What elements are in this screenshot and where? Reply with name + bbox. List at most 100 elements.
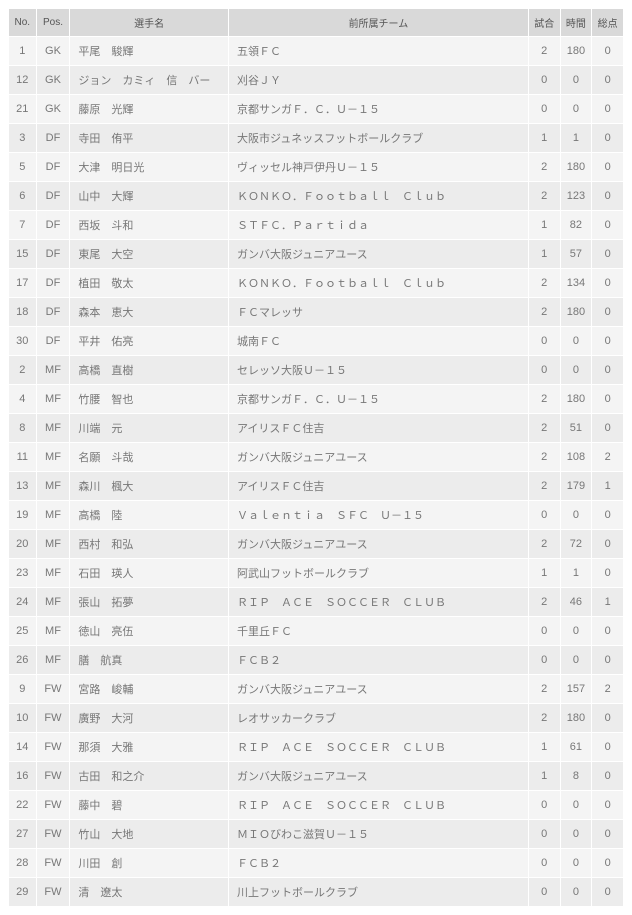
- cell-g: 0: [529, 501, 560, 529]
- cell-g: 2: [529, 443, 560, 471]
- cell-g: 1: [529, 211, 560, 239]
- cell-pos: DF: [37, 298, 70, 326]
- cell-no: 18: [9, 298, 36, 326]
- cell-no: 17: [9, 269, 36, 297]
- table-row: 20MF西村 和弘ガンバ大阪ジュニアユース2720: [9, 530, 623, 558]
- cell-min: 0: [561, 820, 592, 848]
- cell-no: 11: [9, 443, 36, 471]
- cell-g: 0: [529, 878, 560, 906]
- cell-pts: 0: [592, 385, 623, 413]
- cell-g: 2: [529, 675, 560, 703]
- cell-pos: MF: [37, 385, 70, 413]
- table-row: 9FW宮路 峻輔ガンバ大阪ジュニアユース21572: [9, 675, 623, 703]
- cell-min: 0: [561, 95, 592, 123]
- cell-no: 19: [9, 501, 36, 529]
- cell-min: 0: [561, 878, 592, 906]
- cell-pts: 0: [592, 414, 623, 442]
- cell-no: 8: [9, 414, 36, 442]
- cell-team: レオサッカークラブ: [229, 704, 528, 732]
- player-table: No. Pos. 選手名 前所属チーム 試合 時間 総点 1GK平尾 駿輝五領Ｆ…: [8, 8, 624, 907]
- cell-team: ＲＩＰ ＡＣＥ ＳＯＣＣＥＲ ＣＬＵＢ: [229, 733, 528, 761]
- cell-pos: MF: [37, 414, 70, 442]
- table-row: 26MF膳 航真ＦＣＢ２000: [9, 646, 623, 674]
- cell-name: 竹腰 智也: [70, 385, 228, 413]
- cell-g: 2: [529, 588, 560, 616]
- cell-min: 0: [561, 617, 592, 645]
- col-no: No.: [9, 9, 36, 36]
- cell-pts: 0: [592, 762, 623, 790]
- cell-name: 廣野 大河: [70, 704, 228, 732]
- cell-min: 57: [561, 240, 592, 268]
- cell-team: 刈谷ＪＹ: [229, 66, 528, 94]
- cell-team: セレッソ大阪Ｕ－１５: [229, 356, 528, 384]
- cell-name: 名願 斗哉: [70, 443, 228, 471]
- cell-name: 高橋 直樹: [70, 356, 228, 384]
- cell-g: 0: [529, 617, 560, 645]
- cell-no: 15: [9, 240, 36, 268]
- cell-min: 108: [561, 443, 592, 471]
- cell-pos: MF: [37, 588, 70, 616]
- cell-no: 22: [9, 791, 36, 819]
- cell-g: 0: [529, 327, 560, 355]
- table-row: 21GK藤原 光輝京都サンガＦ．Ｃ．Ｕ－１５000: [9, 95, 623, 123]
- cell-name: 東尾 大空: [70, 240, 228, 268]
- cell-min: 180: [561, 298, 592, 326]
- cell-team: ＦＣマレッサ: [229, 298, 528, 326]
- table-row: 24MF張山 拓夢ＲＩＰ ＡＣＥ ＳＯＣＣＥＲ ＣＬＵＢ2461: [9, 588, 623, 616]
- cell-pts: 0: [592, 849, 623, 877]
- cell-pts: 1: [592, 472, 623, 500]
- cell-pos: DF: [37, 182, 70, 210]
- cell-no: 6: [9, 182, 36, 210]
- cell-pts: 0: [592, 66, 623, 94]
- cell-pts: 0: [592, 182, 623, 210]
- cell-no: 20: [9, 530, 36, 558]
- cell-g: 2: [529, 414, 560, 442]
- cell-name: ジョン カミィ 信 バー: [70, 66, 228, 94]
- cell-team: 五領ＦＣ: [229, 37, 528, 65]
- cell-pos: FW: [37, 675, 70, 703]
- cell-min: 157: [561, 675, 592, 703]
- cell-pts: 0: [592, 733, 623, 761]
- cell-min: 123: [561, 182, 592, 210]
- cell-team: ガンバ大阪ジュニアユース: [229, 530, 528, 558]
- table-row: 19MF高橋 陸Ｖａｌｅｎｔｉａ ＳＦＣ Ｕ－１５000: [9, 501, 623, 529]
- cell-min: 72: [561, 530, 592, 558]
- cell-team: 京都サンガＦ．Ｃ．Ｕ－１５: [229, 385, 528, 413]
- table-row: 5DF大津 明日光ヴィッセル神戸伊丹Ｕ－１５21800: [9, 153, 623, 181]
- cell-pos: GK: [37, 37, 70, 65]
- cell-no: 25: [9, 617, 36, 645]
- cell-min: 82: [561, 211, 592, 239]
- cell-pts: 0: [592, 878, 623, 906]
- cell-pos: DF: [37, 240, 70, 268]
- cell-pts: 2: [592, 443, 623, 471]
- cell-g: 2: [529, 385, 560, 413]
- cell-name: 植田 敬太: [70, 269, 228, 297]
- cell-name: 藤中 碧: [70, 791, 228, 819]
- cell-pos: DF: [37, 153, 70, 181]
- cell-pos: FW: [37, 704, 70, 732]
- table-row: 8MF川端 元アイリスＦＣ住吉2510: [9, 414, 623, 442]
- table-row: 14FW那須 大雅ＲＩＰ ＡＣＥ ＳＯＣＣＥＲ ＣＬＵＢ1610: [9, 733, 623, 761]
- cell-name: 西村 和弘: [70, 530, 228, 558]
- cell-team: ＫＯＮＫＯ．Ｆｏｏｔｂａｌｌ Ｃｌｕｂ: [229, 182, 528, 210]
- cell-pts: 0: [592, 327, 623, 355]
- table-row: 22FW藤中 碧ＲＩＰ ＡＣＥ ＳＯＣＣＥＲ ＣＬＵＢ000: [9, 791, 623, 819]
- cell-name: 平尾 駿輝: [70, 37, 228, 65]
- cell-pts: 0: [592, 153, 623, 181]
- col-pos: Pos.: [37, 9, 70, 36]
- cell-no: 24: [9, 588, 36, 616]
- table-row: 15DF東尾 大空ガンバ大阪ジュニアユース1570: [9, 240, 623, 268]
- cell-name: 山中 大輝: [70, 182, 228, 210]
- cell-pos: MF: [37, 356, 70, 384]
- cell-min: 180: [561, 153, 592, 181]
- cell-g: 2: [529, 704, 560, 732]
- cell-no: 12: [9, 66, 36, 94]
- cell-g: 2: [529, 182, 560, 210]
- cell-pts: 0: [592, 704, 623, 732]
- cell-team: ＲＩＰ ＡＣＥ ＳＯＣＣＥＲ ＣＬＵＢ: [229, 588, 528, 616]
- cell-g: 2: [529, 37, 560, 65]
- table-row: 23MF石田 瑛人阿武山フットボールクラブ110: [9, 559, 623, 587]
- cell-team: 千里丘ＦＣ: [229, 617, 528, 645]
- col-pts: 総点: [592, 9, 623, 36]
- cell-pos: DF: [37, 124, 70, 152]
